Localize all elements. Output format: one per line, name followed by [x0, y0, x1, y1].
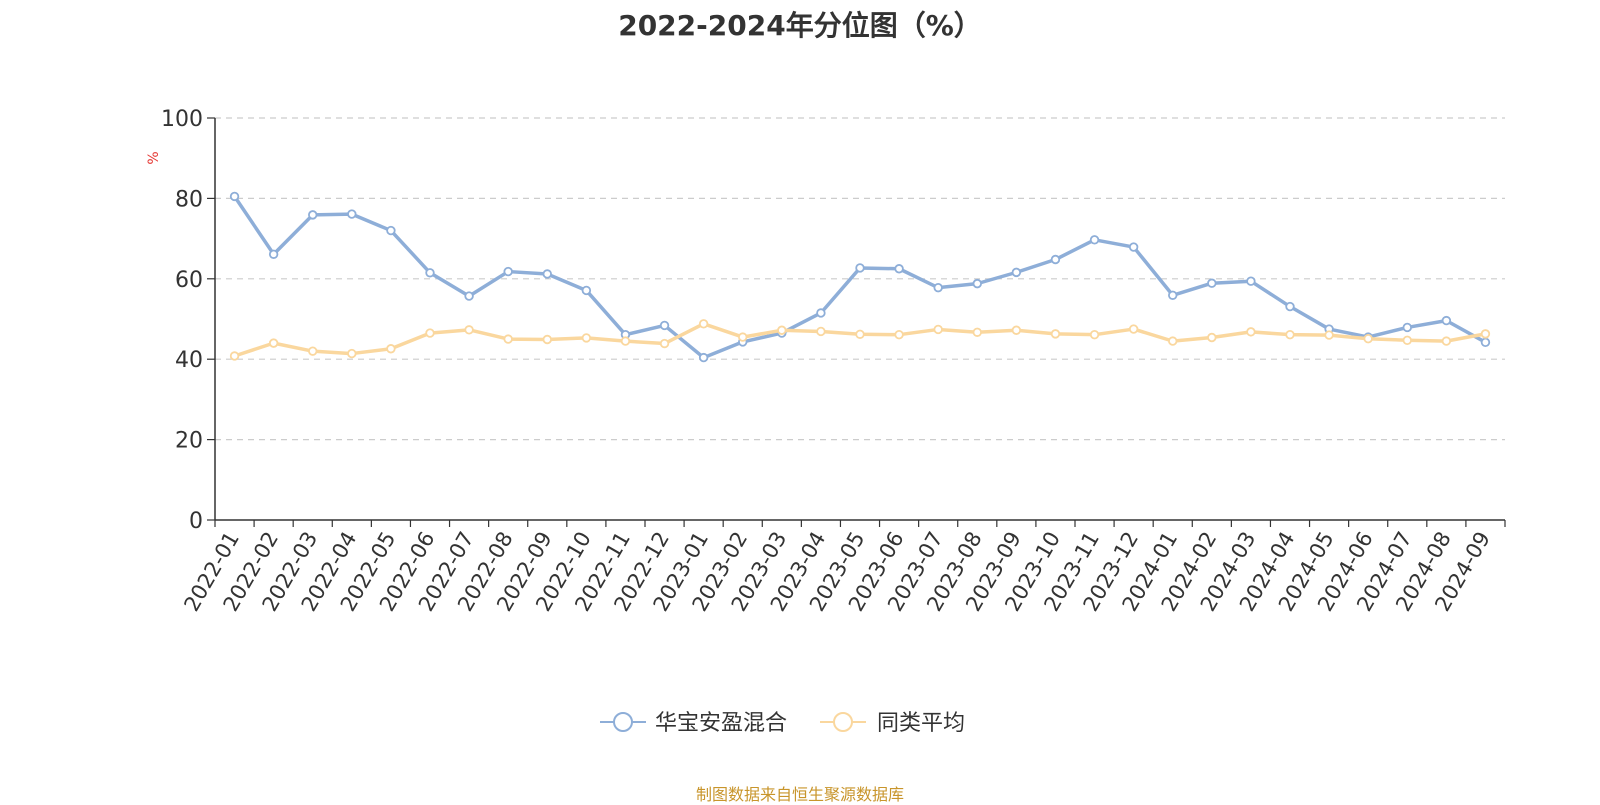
data-point — [894, 329, 904, 340]
data-point — [855, 329, 865, 339]
data-point — [542, 334, 552, 345]
legend-label: 同类平均 — [877, 711, 965, 736]
data-point — [581, 285, 592, 296]
data-point — [1050, 254, 1061, 265]
data-point — [659, 338, 670, 349]
data-point — [1089, 235, 1100, 245]
data-point — [542, 269, 552, 279]
legend-marker-icon — [613, 712, 633, 732]
data-point — [1324, 330, 1334, 340]
data-point — [1207, 278, 1217, 288]
data-point — [1480, 337, 1491, 348]
data-point — [698, 319, 709, 329]
data-point — [1285, 329, 1295, 340]
y-axis-label: % — [146, 151, 162, 164]
data-point — [1246, 276, 1256, 286]
series-2 — [229, 319, 1491, 361]
data-point — [503, 266, 513, 277]
data-point — [1128, 242, 1139, 252]
y-tick-label: 20 — [175, 429, 203, 454]
data-point — [777, 325, 787, 335]
data-point — [816, 308, 826, 318]
data-point — [816, 326, 826, 337]
legend-label: 华宝安盈混合 — [655, 711, 787, 736]
legend-item[interactable]: 同类平均 — [820, 711, 965, 736]
data-point — [1285, 301, 1295, 312]
data-point — [659, 320, 670, 331]
data-point — [1402, 322, 1412, 333]
data-source-note: 制图数据来自恒生聚源数据库 — [695, 785, 904, 804]
data-point — [425, 328, 435, 338]
y-tick-label: 100 — [161, 107, 203, 132]
data-point — [347, 348, 357, 359]
legend[interactable]: 华宝安盈混合 同类平均 — [600, 711, 965, 736]
axes: 020406080100%2022-012022-022022-032022-0… — [146, 107, 1506, 615]
data-point — [1168, 336, 1178, 346]
data-point — [620, 336, 631, 346]
data-point — [933, 324, 943, 335]
data-point — [464, 291, 474, 301]
data-point — [1207, 332, 1217, 343]
legend-marker-icon — [833, 712, 853, 732]
data-point — [425, 268, 435, 278]
data-point — [308, 346, 318, 356]
series-1 — [229, 191, 1491, 363]
data-point — [1011, 267, 1022, 278]
grid-lines — [215, 117, 1505, 441]
data-point — [894, 264, 904, 274]
series-lines — [229, 191, 1491, 363]
data-point — [503, 334, 513, 344]
y-tick-label: 80 — [175, 187, 203, 212]
legend-item[interactable]: 华宝安盈混合 — [600, 711, 787, 736]
y-tick-label: 40 — [175, 348, 203, 373]
data-point — [698, 352, 709, 363]
data-point — [972, 278, 982, 289]
data-point — [268, 249, 279, 259]
data-point — [1168, 290, 1178, 300]
data-point — [855, 263, 865, 273]
data-point — [347, 209, 357, 219]
data-point — [308, 210, 318, 220]
y-tick-label: 0 — [189, 509, 203, 534]
data-point — [268, 338, 279, 348]
data-point — [581, 333, 592, 343]
data-point — [738, 332, 748, 342]
data-point — [1402, 335, 1412, 346]
data-point — [1441, 336, 1452, 346]
data-point — [229, 191, 240, 202]
data-point — [1011, 325, 1022, 335]
data-point — [464, 325, 474, 335]
data-point — [1128, 324, 1139, 334]
chart-title: 2022-2024年分位图（%） — [618, 9, 982, 42]
data-point — [386, 344, 396, 354]
data-point — [1050, 329, 1061, 339]
data-point — [933, 282, 943, 293]
data-point — [1089, 329, 1100, 340]
data-point — [1480, 329, 1491, 339]
series-line — [234, 322, 1486, 358]
y-tick-label: 60 — [175, 268, 203, 293]
data-point — [1441, 315, 1452, 326]
data-point — [1363, 333, 1373, 344]
data-point — [386, 225, 396, 236]
data-point — [229, 351, 240, 361]
data-point — [972, 327, 982, 337]
data-point — [1246, 327, 1256, 337]
